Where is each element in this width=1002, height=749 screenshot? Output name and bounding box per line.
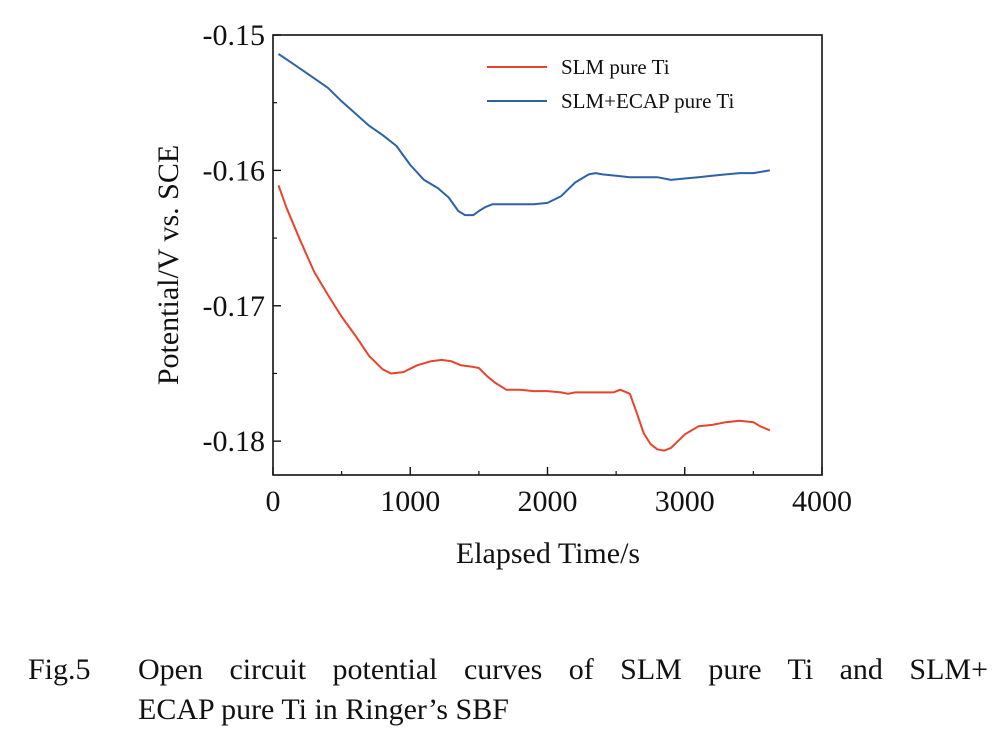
x-axis: 0 1000 2000 3000 4000 [266, 467, 852, 518]
figure-caption: Fig.5 Open circuit potential curves of S… [28, 650, 988, 730]
x-tick-label: 2000 [518, 485, 578, 518]
ocp-chart: 0 1000 2000 3000 4000 -0.15 -0.16 -0.17 -0.18 S… [152, 19, 852, 570]
x-tick-label: 1000 [380, 485, 440, 518]
y-tick-label: -0.16 [203, 154, 266, 187]
y-tick-label: -0.15 [203, 19, 266, 52]
legend-label: SLM pure Ti [561, 55, 670, 79]
caption-line-1: Open circuit potential curves of SLM pur… [138, 653, 988, 686]
series-layer [277, 53, 771, 452]
plot-area [272, 34, 823, 476]
legend: SLM pure Ti SLM+ECAP pure Ti [487, 55, 734, 113]
x-tick-label: 3000 [655, 485, 715, 518]
x-tick-label: 0 [266, 485, 281, 518]
y-tick-label: -0.18 [203, 425, 266, 458]
y-axis: -0.15 -0.16 -0.17 -0.18 [203, 19, 281, 458]
y-tick-label: -0.17 [203, 290, 266, 323]
caption-line-2: ECAP pure Ti in Ringer’s SBF [138, 693, 509, 726]
series-line-slm-ecap [277, 53, 770, 217]
x-tick-label: 4000 [792, 485, 852, 518]
x-axis-label: Elapsed Time/s [456, 537, 640, 570]
plot-frame [272, 34, 823, 476]
legend-label: SLM+ECAP pure Ti [561, 89, 734, 113]
series-line-slm [277, 184, 771, 452]
y-axis-label: Potential/V vs. SCE [152, 145, 185, 385]
figure-number: Fig.5 [28, 653, 91, 686]
